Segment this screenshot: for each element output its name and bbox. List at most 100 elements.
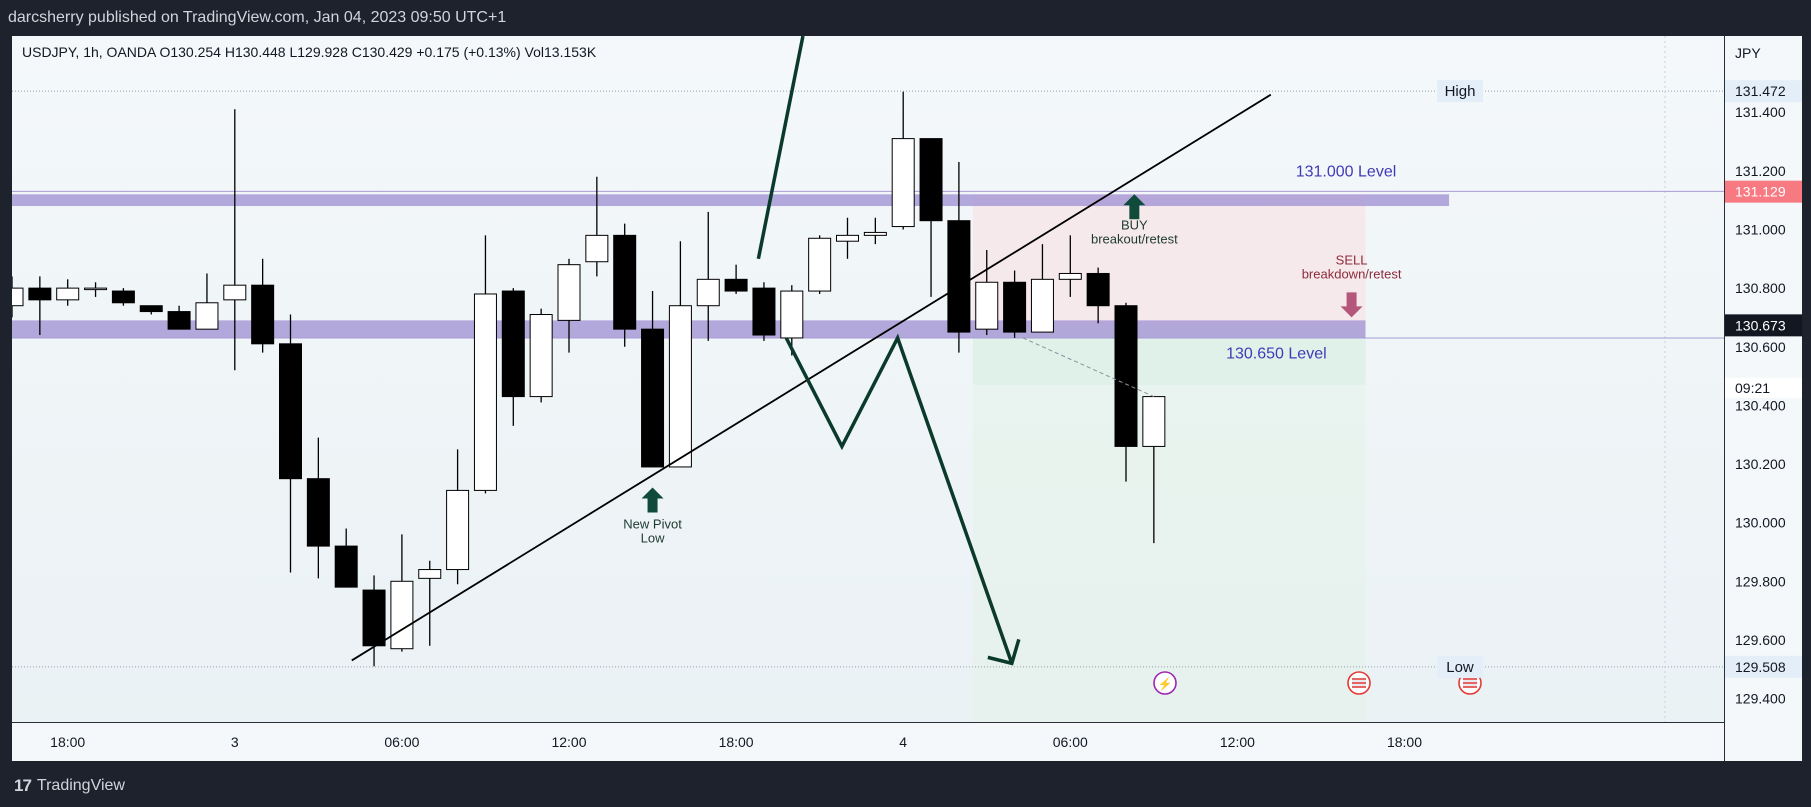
current-price-text: 130.673 [1735, 317, 1786, 333]
pivot-up-arrow [641, 487, 664, 513]
publisher-info: darcsherry published on TradingView.com,… [8, 9, 507, 26]
trendline[interactable] [351, 93, 1272, 662]
candle-body-bull [195, 302, 219, 330]
countdown-box [1725, 377, 1802, 398]
candle-body-bear [362, 589, 386, 647]
candle-body-bull [1058, 272, 1082, 280]
candle-body-bear [111, 290, 135, 304]
lightning-icon[interactable] [1153, 671, 1177, 695]
candle[interactable] [1086, 267, 1110, 324]
level-price-text: 131.129 [1735, 184, 1786, 200]
candle-body-bull [12, 287, 24, 307]
price-tick: 129.400 [1735, 691, 1786, 707]
tradingview-logo-icon: 17 [14, 776, 32, 795]
price-tick: 130.200 [1735, 456, 1786, 472]
candle[interactable] [251, 258, 275, 353]
candle[interactable] [1030, 244, 1054, 333]
currency-label: JPY [1735, 45, 1761, 61]
tradingview-brand: TradingView [36, 777, 125, 794]
candle[interactable] [696, 211, 720, 341]
top-bar: darcsherry published on TradingView.com,… [0, 0, 1811, 36]
candle[interactable] [12, 276, 24, 318]
candle-body-bull [668, 305, 692, 468]
candle[interactable] [446, 449, 470, 585]
candle[interactable] [334, 528, 358, 588]
candle-body-bear [501, 290, 525, 398]
candle[interactable] [28, 276, 52, 336]
candle[interactable] [836, 217, 859, 259]
candle-body-bull [808, 237, 832, 292]
candle[interactable] [1058, 235, 1082, 297]
candle[interactable] [223, 109, 247, 371]
level-label-130650: 130.650 Level [1226, 345, 1327, 362]
candle[interactable] [557, 258, 581, 353]
candle-body-bear [251, 284, 275, 345]
candle[interactable] [891, 91, 915, 230]
candle[interactable] [418, 560, 442, 646]
projection-dashed [1022, 337, 1155, 398]
time-tick: 3 [231, 734, 239, 750]
price-axis[interactable]: JPY 131.400 131.200 131.000 130.800 130.600 13… [1724, 36, 1802, 761]
price-tick: 129.600 [1735, 632, 1786, 648]
candle[interactable] [501, 288, 525, 426]
projection-path[interactable] [784, 333, 1014, 664]
high-price-text: 131.472 [1735, 83, 1786, 99]
candle[interactable] [752, 282, 776, 341]
candle[interactable] [641, 291, 665, 468]
reward-zone-far [972, 384, 1366, 722]
low-label-box [1437, 655, 1483, 678]
candle[interactable] [947, 162, 971, 353]
price-tick: 131.000 [1735, 221, 1786, 237]
candle-body-bull [557, 264, 581, 321]
candle-body-bull [863, 231, 887, 236]
price-tick: 131.400 [1735, 104, 1786, 120]
candle[interactable] [139, 305, 163, 315]
candle[interactable] [975, 250, 999, 336]
low-label: Low [1446, 659, 1474, 676]
candle[interactable] [390, 534, 414, 652]
candle-body-bull [56, 287, 80, 301]
candle-body-bull [975, 281, 999, 330]
level-label-131: 131.000 Level [1296, 164, 1397, 181]
candle[interactable] [668, 241, 692, 468]
low-price-text: 129.508 [1735, 659, 1786, 675]
candle[interactable] [362, 575, 386, 667]
candle[interactable] [780, 285, 804, 356]
time-tick: 12:00 [551, 734, 586, 750]
candle-body-bear [167, 311, 191, 330]
candle-body-bear [334, 545, 358, 588]
candle[interactable] [529, 308, 553, 403]
candle[interactable] [585, 176, 609, 277]
zone-131-level [12, 194, 1450, 207]
candle-body-bear [752, 287, 776, 336]
candle-body-bear [1086, 272, 1110, 307]
candle[interactable] [195, 273, 219, 330]
candle-body-bull [585, 234, 609, 263]
projection-segment[interactable] [756, 36, 805, 260]
candle-body-bull [390, 580, 414, 650]
candle[interactable] [919, 138, 943, 297]
price-tick: 130.000 [1735, 515, 1786, 531]
candle[interactable] [863, 217, 887, 245]
candle[interactable] [473, 235, 497, 494]
candle[interactable] [84, 282, 108, 297]
candle[interactable] [1003, 270, 1027, 338]
candle[interactable] [724, 264, 748, 294]
candle[interactable] [613, 223, 637, 347]
chart-frame[interactable]: 131.000 Level 130.650 Level New Pivot Low BU… [12, 36, 1802, 762]
candle-body-bull [529, 314, 553, 398]
candle[interactable] [306, 437, 330, 579]
candle[interactable] [808, 235, 832, 294]
price-tick: 129.800 [1735, 573, 1786, 589]
price-tick: 130.400 [1735, 397, 1786, 413]
time-axis[interactable]: 18:00 3 06:00 12:00 18:00 4 06:00 12:00 18:00 [12, 722, 1724, 762]
candle-body-bull [446, 489, 470, 571]
candle[interactable] [111, 288, 135, 306]
candle[interactable] [167, 305, 191, 330]
candle-body-bull [84, 287, 108, 291]
candle[interactable] [56, 279, 80, 306]
tradingview-logo[interactable]: 17 TradingView [14, 776, 125, 796]
candle[interactable] [1114, 302, 1138, 482]
candle[interactable] [279, 314, 302, 573]
